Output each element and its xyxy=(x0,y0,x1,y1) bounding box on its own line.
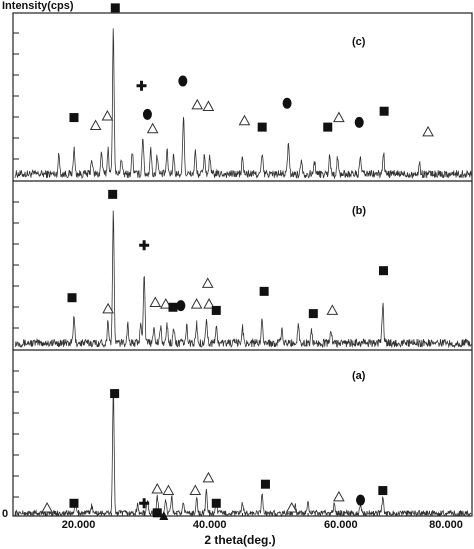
plot-frame xyxy=(12,12,473,517)
triangle-marker xyxy=(333,111,345,123)
square-marker xyxy=(168,302,178,312)
triangle-marker xyxy=(285,502,298,513)
triangle-marker xyxy=(162,484,175,496)
plus-marker xyxy=(139,498,150,509)
panel-label: (c) xyxy=(352,36,366,48)
square-marker xyxy=(110,3,120,13)
square-marker xyxy=(378,266,388,276)
circle-marker xyxy=(178,75,188,87)
square-marker xyxy=(211,305,221,315)
x-tick-label: 20.000 xyxy=(62,519,96,531)
square-marker xyxy=(108,189,118,199)
square-marker xyxy=(308,309,318,319)
panel-label: (a) xyxy=(352,370,366,382)
triangle-marker xyxy=(202,471,215,483)
triangle-marker xyxy=(41,502,53,513)
triangle-marker xyxy=(146,122,159,134)
square-marker xyxy=(67,293,77,303)
x-tick-label: 80.000 xyxy=(429,519,463,531)
triangle-marker xyxy=(326,304,339,315)
triangle-marker xyxy=(190,298,203,309)
y-axis-label: Intensity(cps) xyxy=(2,0,74,12)
square-marker xyxy=(152,508,162,518)
circle-marker xyxy=(142,108,152,120)
triangle-marker xyxy=(89,119,102,131)
square-marker xyxy=(260,479,270,489)
plot-border xyxy=(12,12,473,517)
square-marker xyxy=(379,106,389,116)
panel-0: (c) xyxy=(14,28,472,180)
triangle-marker xyxy=(149,296,162,307)
square-marker xyxy=(69,113,79,123)
triangle-marker xyxy=(422,125,434,137)
x-tick-label: 60.000 xyxy=(324,519,358,531)
square-marker xyxy=(323,122,333,132)
pattern-line xyxy=(14,28,472,180)
circle-marker xyxy=(282,97,292,109)
y-origin-label: 0 xyxy=(2,508,8,520)
square-marker xyxy=(69,498,79,508)
triangle-marker xyxy=(189,484,202,496)
x-tick-label: 40.000 xyxy=(193,519,227,531)
triangle-marker xyxy=(191,98,204,110)
panel-label: (b) xyxy=(352,205,366,217)
x-axis-label: 2 theta(deg.) xyxy=(204,533,275,547)
square-marker xyxy=(257,122,267,132)
triangle-marker xyxy=(201,277,214,288)
panel-2: (a) xyxy=(14,370,472,518)
square-marker xyxy=(378,486,388,496)
triangle-marker xyxy=(203,298,215,309)
filled-triangle-marker xyxy=(159,511,169,520)
phase-markers xyxy=(41,3,434,520)
pattern-line xyxy=(14,391,472,518)
triangle-marker xyxy=(333,490,345,502)
triangle-marker xyxy=(159,298,172,309)
triangle-marker xyxy=(151,482,164,494)
square-marker xyxy=(211,498,221,508)
square-marker xyxy=(110,389,120,399)
diffraction-panels: (c) (b) (a) xyxy=(14,28,472,518)
circle-marker xyxy=(176,300,186,312)
x-axis-ticks: 20.000 40.000 60.000 80.000 xyxy=(45,510,463,531)
panel-1: (b) xyxy=(14,205,472,349)
triangle-marker xyxy=(238,114,251,126)
pattern-line xyxy=(14,210,472,349)
triangle-marker xyxy=(202,100,215,111)
plus-marker xyxy=(136,80,147,91)
plus-marker xyxy=(139,240,150,251)
triangle-marker xyxy=(102,302,114,314)
circle-marker xyxy=(354,116,364,128)
circle-marker xyxy=(356,494,366,506)
triangle-marker xyxy=(101,109,114,121)
square-marker xyxy=(259,286,269,296)
